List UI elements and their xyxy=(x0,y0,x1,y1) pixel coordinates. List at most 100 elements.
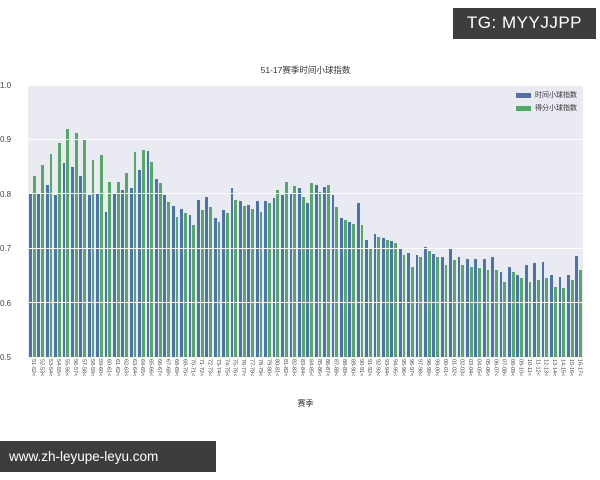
bar-group xyxy=(255,85,263,357)
x-tick-label: 13-14< xyxy=(551,359,558,377)
x-tick-label: 08-09< xyxy=(509,359,516,377)
bar xyxy=(339,218,343,357)
bar xyxy=(553,286,557,357)
bar-group xyxy=(339,85,347,357)
x-tick-label: 77-78< xyxy=(248,359,255,377)
x-tick-label: 69-70< xyxy=(181,359,188,377)
bar xyxy=(310,183,313,357)
x-tick-label: 70-71< xyxy=(189,359,196,377)
bar xyxy=(373,233,377,357)
bar xyxy=(141,150,145,357)
bar xyxy=(356,203,360,357)
bar xyxy=(579,269,582,357)
bar xyxy=(104,211,108,357)
bar xyxy=(125,173,128,357)
x-tick-label: 64-65< xyxy=(139,359,146,377)
bar xyxy=(133,151,137,357)
x-tick-label: 67-68< xyxy=(164,359,171,377)
bar xyxy=(171,205,175,357)
bar xyxy=(461,265,465,357)
bar-group xyxy=(507,85,515,357)
bar-group xyxy=(179,85,187,357)
bar-group xyxy=(221,85,229,357)
bar-group xyxy=(322,85,330,357)
bar xyxy=(74,132,78,357)
bar xyxy=(541,261,545,357)
bar xyxy=(348,221,352,357)
bar-group xyxy=(347,85,355,357)
bar xyxy=(457,256,461,357)
gridline xyxy=(28,356,583,358)
bar xyxy=(533,263,537,357)
x-tick-label: 97-98< xyxy=(416,359,423,377)
legend: 时间小球指数 得分小球指数 xyxy=(516,90,577,113)
bar xyxy=(562,288,566,357)
legend-swatch-icon xyxy=(516,92,531,98)
bar-group xyxy=(70,85,78,357)
bar xyxy=(343,219,347,357)
bar xyxy=(314,185,318,357)
chart-title: 51-17赛季时间小球指数 xyxy=(260,65,351,75)
bar-group xyxy=(36,85,44,357)
x-tick-label: 72-73< xyxy=(206,359,213,377)
bar xyxy=(213,218,217,357)
bar-group xyxy=(482,85,490,357)
bar xyxy=(62,163,66,357)
bar-group xyxy=(112,85,120,357)
bar-group xyxy=(205,85,213,357)
x-tick-label: 92-93< xyxy=(374,359,381,377)
plot-area: 时间小球指数 得分小球指数 xyxy=(28,84,583,358)
bar xyxy=(99,155,103,357)
bar xyxy=(301,196,305,357)
bar xyxy=(37,192,41,357)
gridline xyxy=(28,302,583,304)
bar xyxy=(242,205,246,357)
bar xyxy=(146,151,150,357)
bar xyxy=(217,221,221,357)
bar xyxy=(545,278,549,357)
bar-group xyxy=(238,85,246,357)
bar xyxy=(150,162,154,357)
bar xyxy=(297,187,301,357)
bar-series-container xyxy=(28,85,583,357)
bar-group xyxy=(95,85,103,357)
bar-group xyxy=(558,85,566,357)
bar xyxy=(87,194,91,357)
x-axis-tick-labels: 51-52< 52-53< 53-54< 54-55< 55-56< 56-57< 57-5… xyxy=(28,359,583,397)
bar-group xyxy=(305,85,313,357)
x-tick-label: 54-55< xyxy=(55,359,62,377)
bar xyxy=(575,256,579,357)
x-tick-label: 06-07< xyxy=(492,359,499,377)
bar xyxy=(112,193,116,357)
x-tick-label: 16-17< xyxy=(576,359,583,377)
bar xyxy=(32,176,36,357)
bar xyxy=(558,276,562,357)
bar xyxy=(79,176,83,357)
x-tick-label: 00-01< xyxy=(441,359,448,377)
x-tick-label: 07-08< xyxy=(500,359,507,377)
gridline xyxy=(28,247,583,249)
y-axis-tick-labels: 1.0 0.9 0.8 0.7 0.6 0.5 xyxy=(0,81,24,362)
bar xyxy=(432,253,436,357)
x-tick-label: 61-62< xyxy=(114,359,121,377)
bar xyxy=(424,246,427,357)
bar xyxy=(537,280,540,357)
legend-item: 时间小球指数 xyxy=(516,90,577,100)
bar-group xyxy=(78,85,86,357)
legend-swatch-icon xyxy=(516,105,531,111)
x-tick-label: 95-96< xyxy=(399,359,406,377)
y-tick-label: 0.6 xyxy=(0,298,12,308)
bar xyxy=(407,253,410,357)
bar-group xyxy=(129,85,137,357)
x-tick-label: 91-92< xyxy=(366,359,373,377)
bar xyxy=(234,199,238,357)
bar-group xyxy=(389,85,397,357)
x-tick-label: 80-81< xyxy=(273,359,280,377)
x-tick-label: 03-04< xyxy=(467,359,474,377)
bar xyxy=(335,206,339,357)
bar xyxy=(255,201,259,357)
bar-group xyxy=(566,85,574,357)
bar-group xyxy=(457,85,465,357)
bar-group xyxy=(196,85,204,357)
bar-group xyxy=(247,85,255,357)
